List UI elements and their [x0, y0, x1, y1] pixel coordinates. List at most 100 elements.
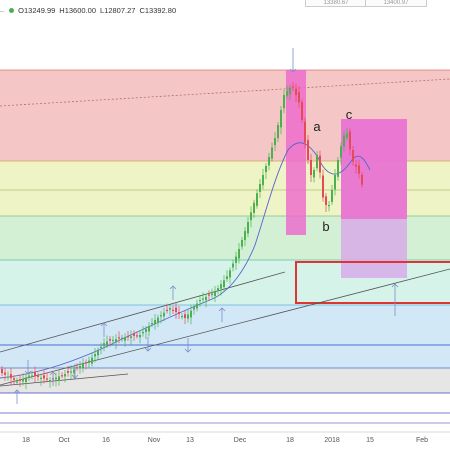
- candle-body: [199, 300, 201, 302]
- candle-body: [43, 375, 45, 379]
- candle-body: [121, 337, 123, 339]
- candle-body: [277, 125, 279, 139]
- candle-body: [16, 381, 18, 383]
- x-tick-label: 15: [366, 437, 374, 444]
- price-box-right: 13400.97: [365, 0, 427, 7]
- ohlc-close: C13392.80: [139, 5, 177, 15]
- candle-body: [130, 336, 132, 338]
- candle-body: [325, 196, 327, 205]
- candle-body: [181, 316, 183, 318]
- candle-body: [319, 155, 321, 173]
- candle-body: [109, 339, 111, 341]
- candle-body: [73, 369, 75, 374]
- candle-body: [187, 314, 189, 319]
- candle-body: [190, 310, 192, 318]
- wave-label-b: b: [322, 219, 330, 234]
- swing-arrow-8-head: [218, 307, 226, 312]
- candle-body: [133, 333, 135, 336]
- candle-body: [157, 317, 159, 323]
- candle-body: [40, 377, 42, 379]
- candle-body: [184, 314, 186, 318]
- candle-body: [250, 212, 252, 221]
- x-tick-label: 16: [102, 437, 110, 444]
- candle-body: [22, 379, 24, 382]
- swing-arrow-1-head: [24, 370, 32, 375]
- candle-body: [103, 343, 105, 347]
- candle-body: [163, 312, 165, 317]
- candle-body: [175, 307, 177, 312]
- collapse-dash-icon[interactable]: –: [0, 5, 5, 15]
- candle-body: [280, 110, 282, 128]
- candle-body: [331, 190, 333, 202]
- swing-arrow-0-head: [13, 389, 21, 394]
- swing-arrow-6-head: [169, 285, 177, 290]
- candle-body: [202, 298, 204, 300]
- candle-body: [295, 88, 297, 95]
- candle-body: [25, 377, 27, 383]
- candle-body: [79, 366, 81, 368]
- candle-body: [31, 375, 33, 377]
- candle-body: [313, 170, 315, 178]
- channel-base-line: [0, 373, 129, 387]
- candle-body: [136, 335, 138, 337]
- candle-body: [64, 374, 66, 377]
- candle-body: [232, 263, 234, 268]
- candle-body: [97, 350, 99, 356]
- candle-body: [226, 276, 228, 280]
- x-tick-label: 2018: [324, 437, 340, 444]
- candle-body: [349, 131, 351, 150]
- candle-body: [142, 332, 144, 334]
- candle-body: [337, 160, 339, 177]
- candle-body: [271, 147, 273, 159]
- candle-body: [286, 91, 288, 96]
- x-tick-label: 18: [286, 437, 294, 444]
- candle-body: [127, 336, 129, 338]
- candle-body: [82, 364, 84, 369]
- candle-body: [328, 205, 330, 207]
- wave-label-a: a: [313, 119, 321, 134]
- candle-body: [352, 149, 354, 162]
- moving-average-line: [0, 142, 371, 379]
- candle-body: [124, 337, 126, 341]
- swing-arrow-2-head: [49, 371, 57, 376]
- candle-body: [301, 101, 303, 120]
- dotted-trend-line: [0, 78, 450, 107]
- candle-body: [214, 292, 216, 296]
- candle-body: [172, 309, 174, 311]
- candle-body: [13, 378, 15, 380]
- wave-label-c: c: [345, 107, 353, 122]
- candle-body: [61, 375, 63, 377]
- candle-body: [211, 293, 213, 296]
- ohlc-low: L12807.27: [100, 5, 136, 15]
- candle-body: [58, 376, 60, 381]
- status-dot-icon: [9, 7, 15, 13]
- candle-body: [205, 296, 207, 301]
- candle-body: [310, 160, 312, 175]
- x-tick-label: 18: [22, 437, 30, 444]
- candle-body: [91, 357, 93, 364]
- swing-arrow-7-head: [184, 348, 192, 353]
- candle-body: [49, 380, 51, 382]
- ohlc-readout: – O13249.99 H13600.00 L12807.27 C13392.8…: [0, 3, 180, 17]
- candle-body: [154, 320, 156, 324]
- candle-body: [238, 249, 240, 259]
- candle-body: [94, 354, 96, 357]
- candle-body: [283, 95, 285, 109]
- candle-body: [160, 315, 162, 317]
- candle-body: [55, 377, 57, 380]
- candle-body: [256, 193, 258, 206]
- ohlc-open: O13249.99: [18, 5, 56, 15]
- candle-body: [139, 335, 141, 338]
- candle-body: [178, 312, 180, 314]
- candle-body: [223, 280, 225, 288]
- candle-body: [19, 379, 21, 381]
- candle-body: [37, 375, 39, 377]
- candle-body: [100, 346, 102, 348]
- candle-body: [220, 284, 222, 289]
- candle-body: [316, 155, 318, 169]
- candle-body: [274, 138, 276, 146]
- candle-body: [265, 166, 267, 172]
- channel-upper-line: [0, 271, 286, 353]
